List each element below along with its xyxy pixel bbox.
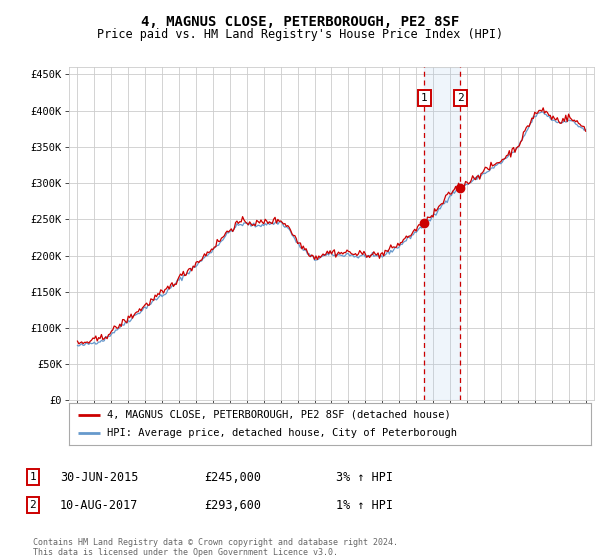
Text: 1: 1 xyxy=(421,93,428,103)
Text: Price paid vs. HM Land Registry's House Price Index (HPI): Price paid vs. HM Land Registry's House … xyxy=(97,28,503,41)
Text: 3% ↑ HPI: 3% ↑ HPI xyxy=(336,470,393,484)
Text: 30-JUN-2015: 30-JUN-2015 xyxy=(60,470,139,484)
Text: 2: 2 xyxy=(457,93,464,103)
Text: 10-AUG-2017: 10-AUG-2017 xyxy=(60,498,139,512)
Text: 4, MAGNUS CLOSE, PETERBOROUGH, PE2 8SF: 4, MAGNUS CLOSE, PETERBOROUGH, PE2 8SF xyxy=(141,15,459,29)
Text: 1% ↑ HPI: 1% ↑ HPI xyxy=(336,498,393,512)
Text: £245,000: £245,000 xyxy=(204,470,261,484)
Bar xyxy=(424,67,460,400)
Text: 2: 2 xyxy=(29,500,37,510)
Text: £293,600: £293,600 xyxy=(204,498,261,512)
Text: Contains HM Land Registry data © Crown copyright and database right 2024.
This d: Contains HM Land Registry data © Crown c… xyxy=(33,538,398,557)
Text: HPI: Average price, detached house, City of Peterborough: HPI: Average price, detached house, City… xyxy=(107,428,457,438)
Text: 1: 1 xyxy=(29,472,37,482)
Text: 4, MAGNUS CLOSE, PETERBOROUGH, PE2 8SF (detached house): 4, MAGNUS CLOSE, PETERBOROUGH, PE2 8SF (… xyxy=(107,409,451,419)
